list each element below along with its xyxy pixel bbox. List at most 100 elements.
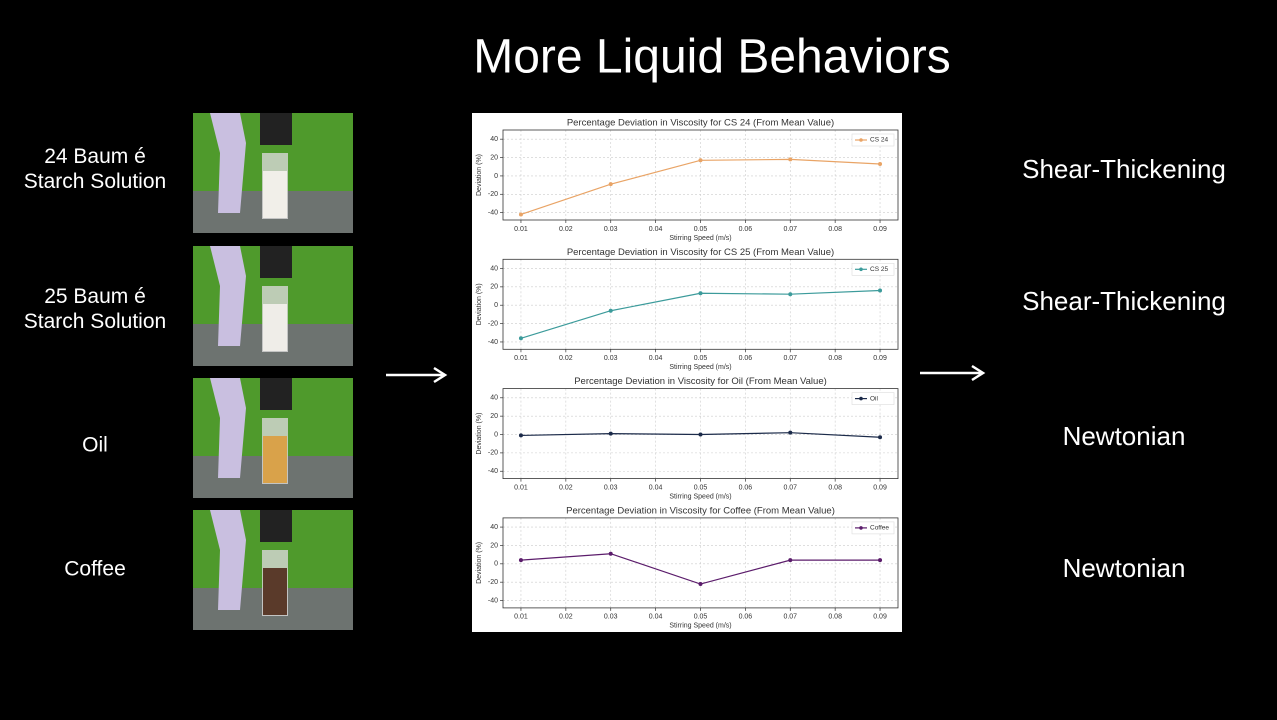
y-tick-label: 0 (494, 431, 498, 438)
photo (193, 510, 353, 630)
gripper (260, 113, 292, 145)
data-point (878, 435, 883, 440)
x-tick-label: 0.04 (649, 355, 663, 362)
x-tick-label: 0.08 (828, 614, 842, 621)
y-tick-label: 40 (490, 524, 498, 531)
chart-panel (472, 113, 902, 632)
plot-frame (502, 388, 899, 480)
x-tick-label: 0.07 (783, 614, 797, 621)
liquid (263, 568, 287, 615)
data-point (878, 558, 883, 563)
data-point (608, 431, 613, 436)
photo (193, 113, 353, 233)
x-tick-label: 0.08 (828, 226, 842, 233)
x-axis-label: Stirring Speed (m/s) (669, 364, 731, 371)
liquid-label: Coffee (64, 558, 126, 581)
robot-arm (210, 246, 246, 346)
chart-title: Percentage Deviation in Viscosity for Co… (566, 505, 835, 516)
legend-box (851, 262, 895, 276)
legend-marker (859, 138, 863, 142)
data-point (698, 582, 703, 587)
legend-box (851, 133, 895, 147)
x-tick-label: 0.03 (604, 614, 618, 621)
y-tick-label: 0 (494, 302, 498, 309)
data-point (788, 292, 793, 297)
y-tick-label: -20 (488, 450, 498, 457)
x-tick-label: 0.08 (828, 484, 842, 491)
legend-marker (859, 526, 863, 530)
data-point (608, 308, 613, 313)
legend-marker (859, 396, 863, 401)
chart-title: Percentage Deviation in Viscosity for CS… (567, 118, 834, 129)
data-point (878, 288, 883, 293)
data-point (788, 558, 793, 563)
y-tick-label: -40 (488, 468, 498, 475)
data-point (788, 430, 793, 435)
x-tick-label: 0.04 (649, 484, 663, 491)
y-tick-label: -20 (488, 191, 498, 198)
liquid-label: 24 Baum é (44, 145, 146, 168)
legend-label: Coffee (870, 525, 889, 532)
data-point (878, 161, 883, 166)
x-tick-label: 0.05 (694, 355, 708, 362)
plot-frame (502, 517, 899, 609)
robot-arm (210, 113, 246, 213)
x-tick-label: 0.05 (694, 614, 708, 621)
legend-label: Oil (870, 395, 879, 402)
x-tick-label: 0.01 (514, 484, 528, 491)
x-tick-label: 0.03 (604, 226, 618, 233)
liquid (263, 436, 287, 483)
y-tick-label: 20 (490, 413, 498, 420)
arrow-right (920, 364, 986, 382)
x-tick-label: 0.04 (649, 226, 663, 233)
x-tick-label: 0.08 (828, 355, 842, 362)
data-point (608, 182, 613, 187)
slide-title: More Liquid Behaviors (473, 31, 951, 84)
robot-arm (210, 510, 246, 610)
x-tick-label: 0.02 (559, 484, 573, 491)
x-tick-label: 0.01 (514, 355, 528, 362)
data-point (698, 432, 703, 437)
x-tick-label: 0.02 (559, 614, 573, 621)
y-axis-label: Deviation (%) (476, 154, 483, 196)
data-point (518, 336, 523, 341)
x-tick-label: 0.07 (783, 226, 797, 233)
y-axis-label: Deviation (%) (476, 542, 483, 584)
x-axis-label: Stirring Speed (m/s) (669, 235, 731, 242)
x-tick-label: 0.06 (739, 484, 753, 491)
plot-frame (502, 129, 899, 221)
x-tick-label: 0.09 (873, 226, 887, 233)
y-tick-label: -20 (488, 320, 498, 327)
x-tick-label: 0.05 (694, 484, 708, 491)
y-tick-label: 20 (490, 284, 498, 291)
x-tick-label: 0.07 (783, 484, 797, 491)
gripper (260, 510, 292, 542)
liquid-label: 25 Baum é (44, 285, 146, 308)
y-tick-label: 0 (494, 561, 498, 568)
y-tick-label: -20 (488, 579, 498, 586)
x-tick-label: 0.05 (694, 226, 708, 233)
x-tick-label: 0.01 (514, 226, 528, 233)
y-tick-label: 40 (490, 265, 498, 272)
gripper (260, 246, 292, 278)
x-tick-label: 0.09 (873, 355, 887, 362)
data-point (698, 158, 703, 163)
chart-title: Percentage Deviation in Viscosity for Oi… (574, 376, 827, 387)
data-point (518, 558, 523, 563)
gripper (260, 378, 292, 410)
behavior-label: Newtonian (1063, 421, 1186, 451)
data-point (518, 212, 523, 217)
photo (193, 246, 353, 366)
behavior-label: Shear-Thickening (1022, 154, 1226, 184)
data-point (788, 157, 793, 162)
plot-frame (502, 258, 899, 350)
x-axis-label: Stirring Speed (m/s) (669, 493, 731, 500)
y-tick-label: 40 (490, 136, 498, 143)
x-tick-label: 0.07 (783, 355, 797, 362)
x-tick-label: 0.03 (604, 484, 618, 491)
y-axis-label: Deviation (%) (476, 283, 483, 325)
x-axis-label: Stirring Speed (m/s) (669, 623, 731, 630)
y-tick-label: -40 (488, 597, 498, 604)
chart-title: Percentage Deviation in Viscosity for CS… (567, 247, 834, 258)
